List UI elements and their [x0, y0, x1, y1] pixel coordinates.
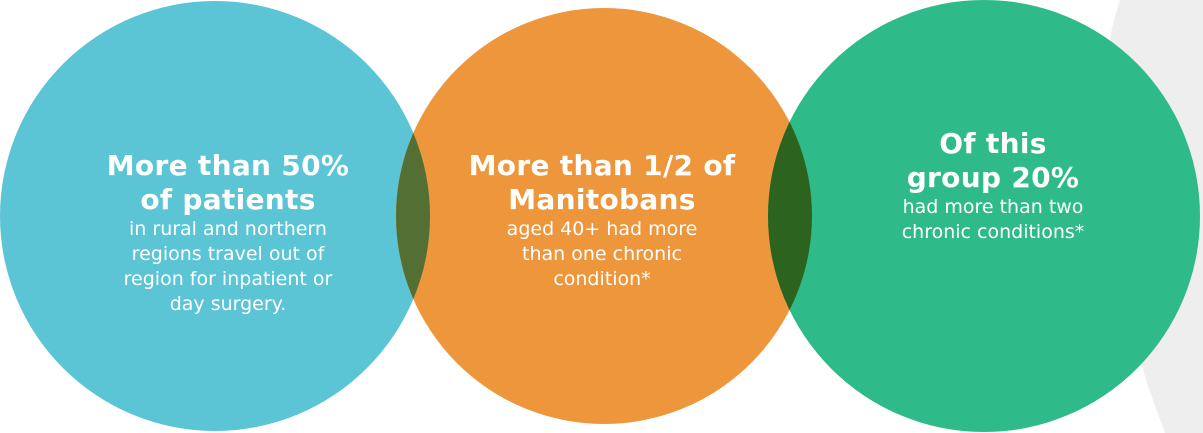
headline-line: group 20%: [906, 161, 1080, 194]
description-line: day surgery.: [169, 293, 287, 315]
stat-description: aged 40+ had more than one chronic condi…: [442, 217, 762, 292]
headline-line: of patients: [140, 183, 316, 216]
headline-line: More than 50%: [106, 149, 350, 182]
description-line: had more than two: [902, 196, 1084, 218]
description-line: region for inpatient or: [123, 268, 333, 290]
stat-chronic-conditions: More than 1/2 of Manitobans aged 40+ had…: [442, 149, 762, 292]
stat-headline: Of this group 20%: [828, 127, 1158, 195]
headline-line: More than 1/2 of: [468, 149, 736, 182]
description-line: regions travel out of: [131, 243, 325, 265]
description-line: chronic conditions*: [901, 221, 1085, 243]
headline-line: Manitobans: [508, 183, 696, 216]
stat-rural-patients: More than 50% of patients in rural and n…: [58, 149, 398, 317]
headline-line: Of this: [939, 127, 1047, 160]
circle-multiple-conditions: [768, 0, 1200, 432]
stat-headline: More than 1/2 of Manitobans: [442, 149, 762, 217]
stat-description: in rural and northern regions travel out…: [58, 217, 398, 317]
description-line: aged 40+ had more: [506, 218, 698, 240]
stat-multiple-conditions: Of this group 20% had more than two chro…: [828, 127, 1158, 245]
description-line: in rural and northern: [129, 218, 327, 240]
description-line: condition*: [553, 268, 651, 290]
stat-headline: More than 50% of patients: [58, 149, 398, 217]
circle-chronic-conditions: [396, 8, 812, 424]
circle-rural-patients: [0, 1, 430, 431]
description-line: than one chronic: [522, 243, 682, 265]
stat-description: had more than two chronic conditions*: [828, 195, 1158, 245]
